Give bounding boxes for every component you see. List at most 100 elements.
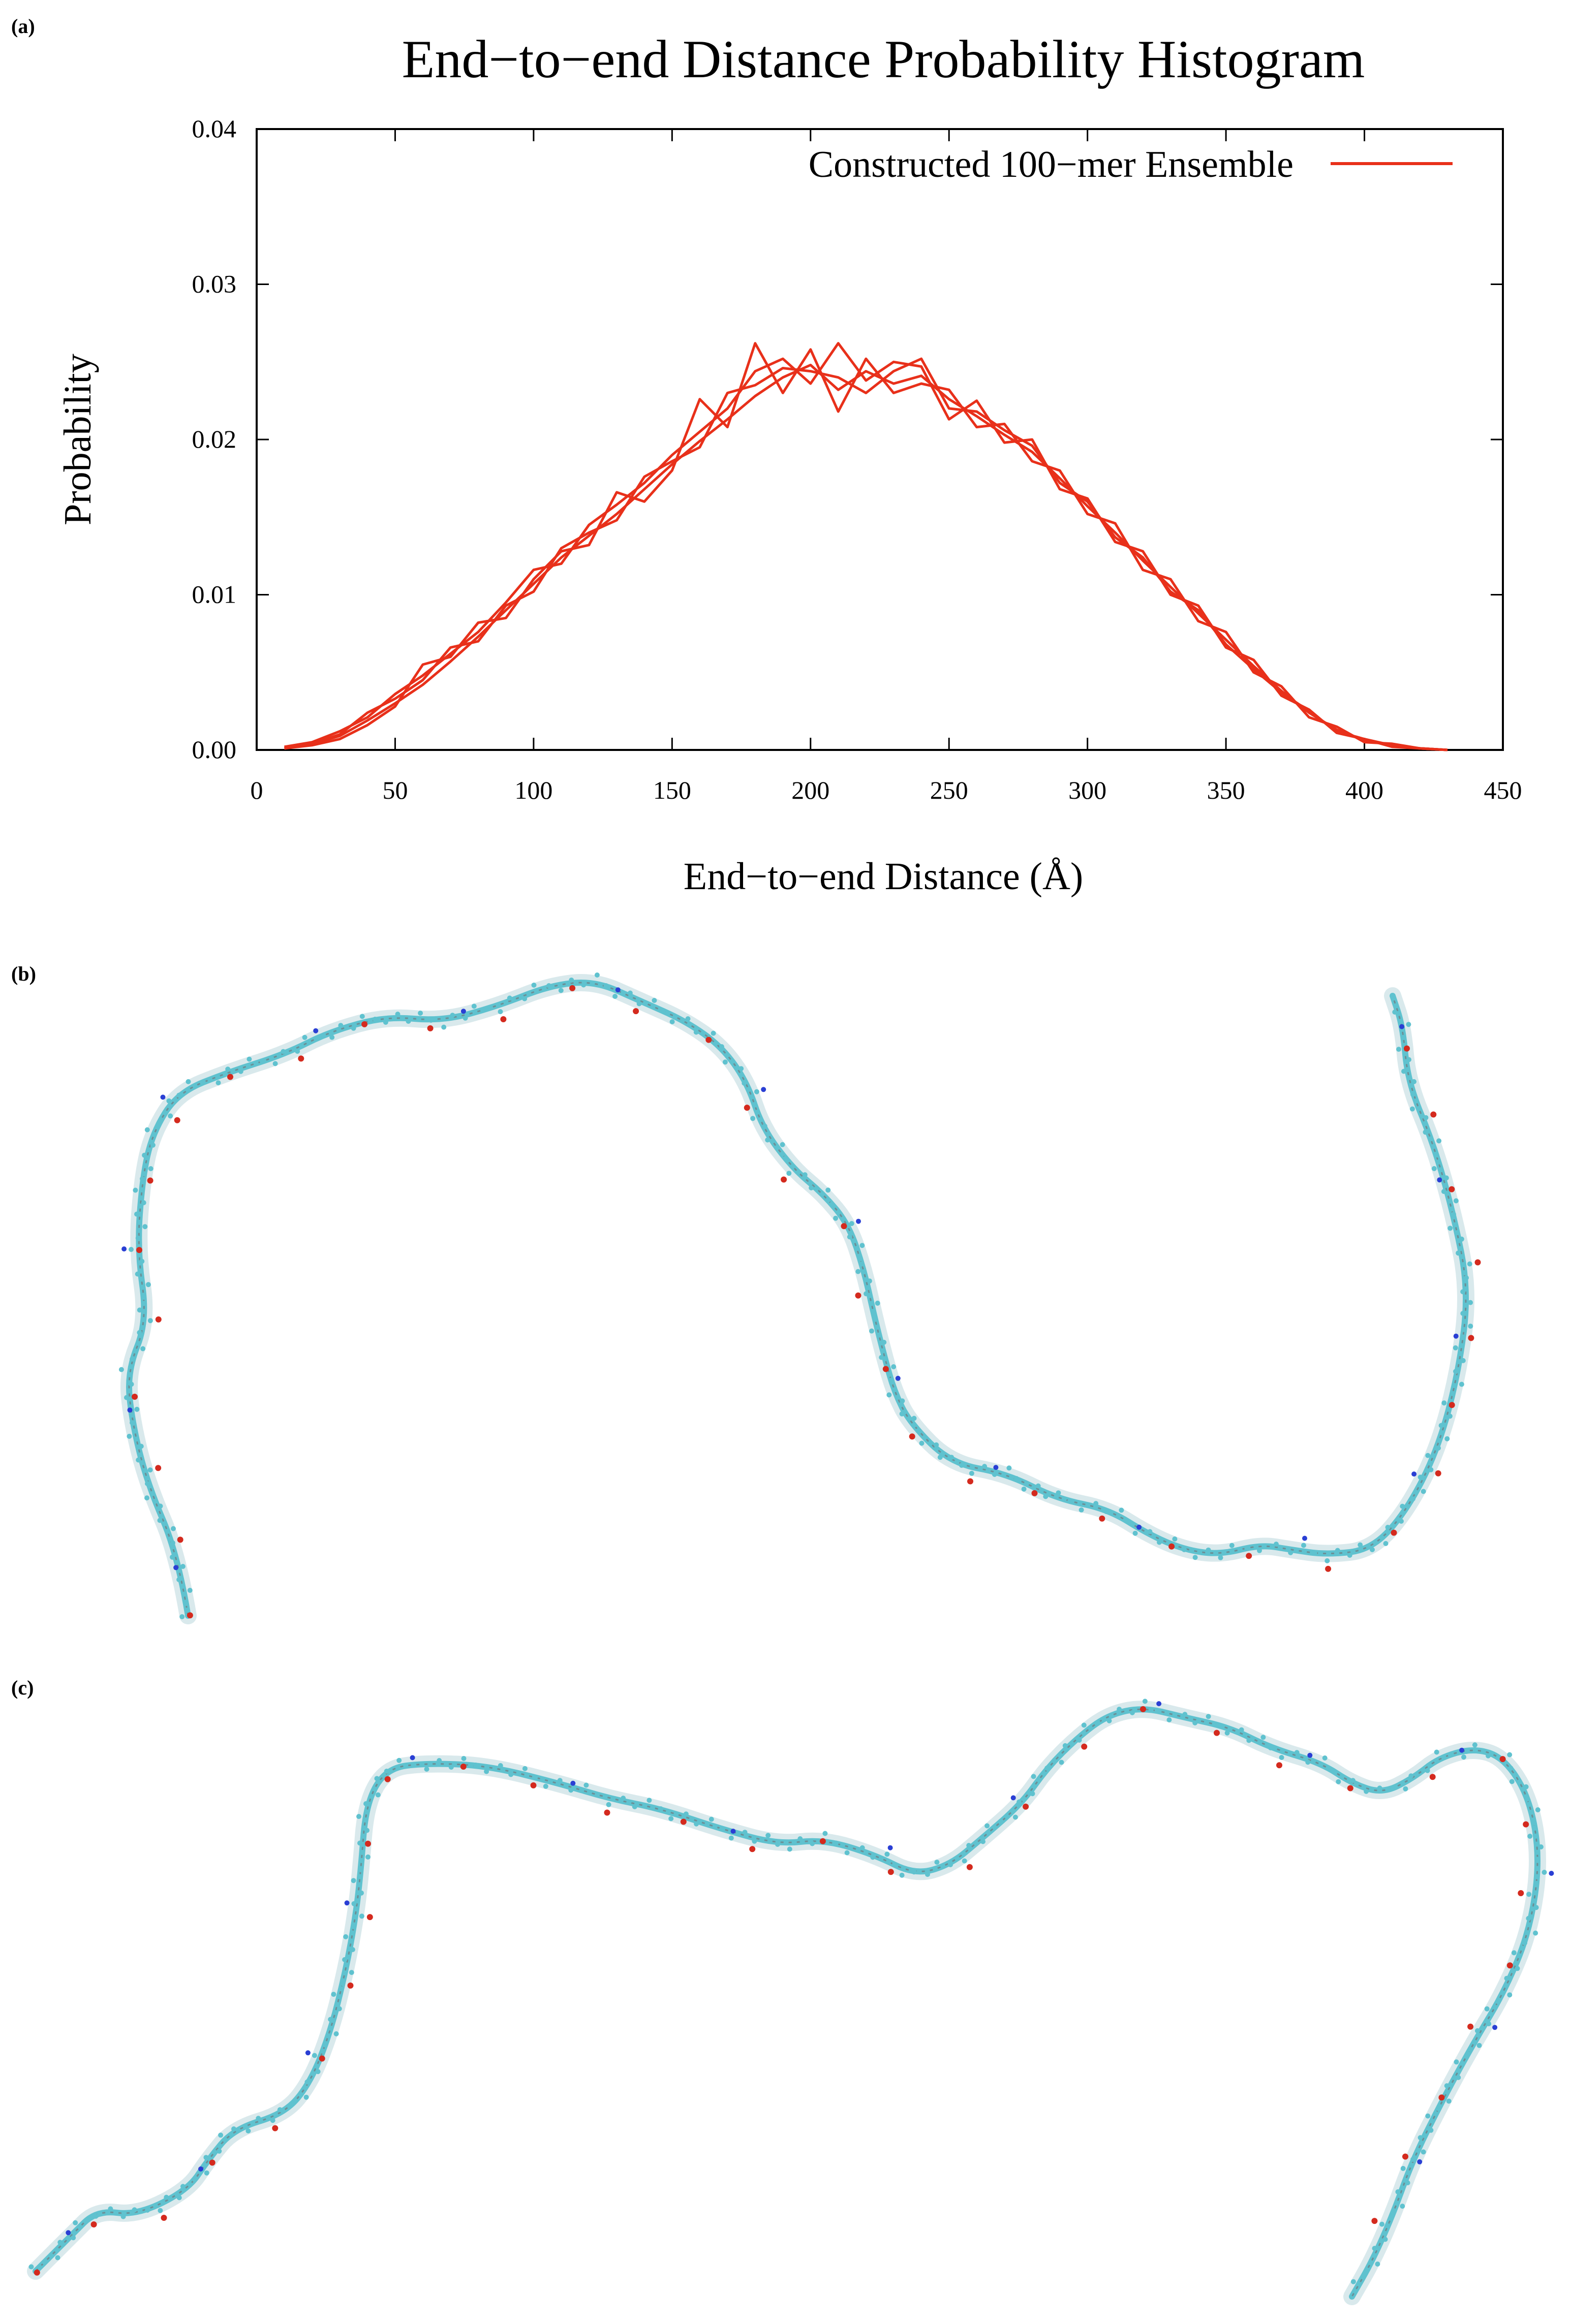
carbon-atom xyxy=(694,1821,699,1827)
carbon-atom xyxy=(1447,1226,1453,1231)
carbon-atom xyxy=(1383,1541,1389,1546)
carbon-atom xyxy=(1451,1212,1456,1217)
carbon-atom xyxy=(147,1318,153,1324)
panel-label-c: (c) xyxy=(11,1676,34,1699)
carbon-atom xyxy=(1216,1722,1221,1728)
carbon-atom xyxy=(424,1767,429,1772)
carbon-atom xyxy=(1447,1752,1453,1757)
carbon-atom xyxy=(1467,1261,1472,1267)
oxygen-atom xyxy=(1518,1890,1524,1896)
carbon-atom xyxy=(1335,1548,1340,1553)
carbon-atom xyxy=(1527,1834,1533,1839)
carbon-atom xyxy=(1095,1720,1100,1725)
carbon-atom xyxy=(1268,1745,1273,1750)
carbon-atom xyxy=(1312,1550,1317,1556)
carbon-atom xyxy=(606,1802,611,1807)
carbon-atom xyxy=(859,1243,865,1248)
carbon-atom xyxy=(1396,1047,1401,1052)
carbon-atom xyxy=(1081,1722,1087,1728)
oxygen-atom xyxy=(887,1869,894,1875)
carbon-atom xyxy=(1511,1950,1517,1956)
carbon-atom xyxy=(636,1001,642,1007)
carbon-atom xyxy=(925,1872,930,1877)
carbon-atom xyxy=(176,1092,182,1098)
x-tick-label: 0 xyxy=(251,776,263,804)
carbon-atom xyxy=(892,1862,897,1867)
oxygen-atom xyxy=(161,2215,167,2221)
carbon-atom xyxy=(754,1089,759,1094)
carbon-atom xyxy=(899,1872,905,1878)
carbon-atom xyxy=(142,1152,147,1158)
carbon-atom xyxy=(1509,1779,1515,1784)
oxygen-atom xyxy=(966,1864,973,1870)
oxygen-atom xyxy=(1474,1259,1481,1266)
carbon-atom xyxy=(270,2118,275,2123)
carbon-atom xyxy=(1443,1175,1449,1181)
oxygen-atom xyxy=(1276,1762,1282,1769)
carbon-atom xyxy=(911,1416,917,1421)
carbon-atom xyxy=(134,1406,140,1412)
carbon-atom xyxy=(140,1176,145,1181)
oxygen-atom xyxy=(427,1025,434,1031)
oxygen-atom xyxy=(1347,1785,1353,1792)
carbon-atom xyxy=(581,982,587,988)
carbon-atom xyxy=(1405,2180,1410,2186)
carbon-atom xyxy=(1119,1508,1124,1513)
carbon-atom xyxy=(1035,1483,1041,1489)
carbon-atom xyxy=(802,1172,808,1178)
carbon-atom xyxy=(522,1766,528,1771)
carbon-atom xyxy=(709,1816,714,1822)
carbon-atom xyxy=(1515,1966,1520,1971)
carbon-atom xyxy=(1142,1699,1148,1704)
carbon-atom xyxy=(1363,2270,1368,2276)
carbon-backbone xyxy=(33,1706,1541,2300)
y-tick-label: 0.04 xyxy=(192,114,237,143)
oxygen-atom xyxy=(1449,1402,1455,1408)
carbon-atom xyxy=(1523,1784,1529,1789)
nitrogen-atom xyxy=(1010,1795,1016,1801)
oxygen-atom xyxy=(272,2125,279,2131)
carbon-atom xyxy=(359,1014,365,1019)
carbon-atom xyxy=(1486,2021,1492,2027)
carbon-atom xyxy=(1441,1189,1446,1194)
carbon-atom xyxy=(374,1776,380,1781)
carbon-atom xyxy=(203,2155,209,2160)
carbon-atom xyxy=(135,1271,140,1277)
carbon-atom xyxy=(543,1783,548,1789)
carbon-atom xyxy=(533,1775,538,1780)
oxygen-atom xyxy=(500,1016,507,1022)
carbon-atom xyxy=(217,2148,222,2154)
carbon-atom xyxy=(1456,1250,1461,1256)
carbon-atom xyxy=(949,1455,954,1460)
carbon-atom xyxy=(911,1869,917,1875)
carbon-atom xyxy=(1056,1490,1061,1496)
carbon-atom xyxy=(1535,1807,1541,1812)
carbon-atom xyxy=(780,1142,785,1147)
carbon-atom xyxy=(463,1015,468,1021)
carbon-atom xyxy=(1347,1553,1352,1558)
carbon-atom xyxy=(1476,2043,1482,2048)
oxygen-atom xyxy=(680,1818,687,1825)
carbon-atom xyxy=(118,1367,124,1372)
carbon-atom xyxy=(1382,2237,1388,2242)
carbon-atom xyxy=(1421,2149,1426,2155)
carbon-atom xyxy=(661,1009,666,1014)
y-tick-label: 0.02 xyxy=(192,425,237,453)
carbon-atom xyxy=(359,1913,364,1919)
carbon-atom xyxy=(1239,1727,1244,1733)
carbon-atom xyxy=(461,1756,467,1761)
carbon-atom xyxy=(349,1970,354,1975)
carbon-atom xyxy=(888,1377,894,1383)
carbon-atom xyxy=(351,1878,356,1883)
carbon-atom xyxy=(765,1137,771,1143)
carbon-atom xyxy=(130,1357,135,1362)
carbon-atom xyxy=(1522,1940,1527,1945)
carbon-atom xyxy=(1411,1079,1416,1084)
nitrogen-atom xyxy=(160,1094,166,1100)
carbon-atom xyxy=(507,995,512,1001)
carbon-atom xyxy=(171,1526,176,1531)
hydrogen-halo xyxy=(27,1701,1546,2305)
carbon-atom xyxy=(1444,1436,1450,1441)
carbon-atom xyxy=(1274,1542,1279,1547)
carbon-atom xyxy=(328,2017,333,2022)
